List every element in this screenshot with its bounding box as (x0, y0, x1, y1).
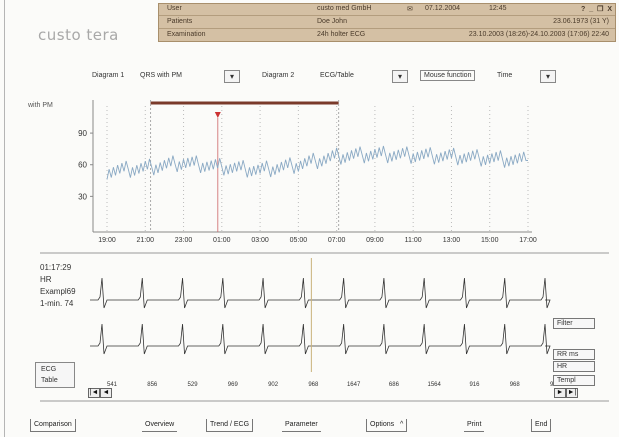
beat-interval-label: 916 (469, 382, 480, 388)
x-tick-label: 05:00 (290, 237, 308, 244)
exam-type: 24h holter ECG (317, 31, 366, 38)
diagram1-select[interactable]: QRS with PM (140, 72, 183, 79)
ecg-example: Exampl69 (40, 287, 76, 296)
exam-label: Examination (167, 31, 206, 38)
x-tick-label: 17:00 (519, 237, 537, 244)
diagram2-label: Diagram 2 (262, 72, 295, 79)
beat-interval-label: 969 (228, 382, 239, 388)
x-tick-label: 03:00 (251, 237, 269, 244)
header-exam-row: Examination 24h holter ECG 23.10.2003 (1… (159, 30, 615, 42)
x-tick-label: 09:00 (366, 237, 384, 244)
beat-interval-label: 968 (510, 382, 521, 388)
x-tick-label: 07:00 (328, 237, 346, 244)
hr-button[interactable]: HR (553, 361, 595, 372)
window-controls[interactable]: ? _ ❐ X (581, 6, 613, 13)
nav-prev-button[interactable]: ◄ (100, 388, 112, 398)
filter-button[interactable]: Filter (553, 318, 595, 329)
bottom-bar: Comparison Overview Trend / ECG Paramete… (0, 419, 619, 433)
patient-name: Doe John (317, 18, 347, 25)
beat-interval-label: 529 (188, 382, 199, 388)
y-tick-label: 30 (78, 192, 87, 201)
x-tick-label: 13:00 (443, 237, 461, 244)
beat-interval-label: 902 (268, 382, 279, 388)
beat-interval-label: 1647 (347, 382, 361, 388)
parameter-button[interactable]: Parameter (282, 419, 321, 432)
ecg-hr-label: HR (40, 275, 52, 284)
ecg-trace-1 (90, 277, 551, 309)
time-dropdown-icon[interactable]: ▾ (540, 70, 556, 83)
time-label: Time (497, 72, 513, 79)
overview-button[interactable]: Overview (142, 419, 178, 432)
diagram1-dropdown-icon[interactable]: ▾ (224, 70, 240, 83)
ecg-trace-2 (90, 323, 551, 355)
user-label: User (167, 5, 182, 12)
envelope-icon[interactable]: ✉ (407, 6, 413, 13)
print-button[interactable]: Print (464, 419, 485, 432)
left-border (4, 0, 5, 437)
end-button[interactable]: End (531, 419, 552, 432)
options-label: Options (370, 421, 395, 428)
mouse-function-button[interactable]: Mouse function (420, 70, 476, 81)
header-panel: User custo med GmbH ✉ 07.12.2004 12:45 ?… (158, 3, 616, 42)
diagram-toolbar: Diagram 1 QRS with PM ▾ Diagram 2 ECG/Ta… (0, 70, 619, 86)
nav-next-button[interactable]: ► (554, 388, 566, 398)
templ-button[interactable]: Templ (553, 375, 595, 386)
ecg-info: 01:17:29 HR Exampl69 1-min. 74 (40, 262, 76, 310)
ecg-table-button[interactable]: ECG Table (35, 362, 75, 388)
beat-interval-label: 968 (308, 382, 319, 388)
x-tick-label: 21:00 (137, 237, 155, 244)
comparison-button[interactable]: Comparison (30, 419, 76, 432)
cursor-marker (214, 112, 221, 118)
x-tick-label: 23:00 (175, 237, 193, 244)
current-time: 12:45 (489, 5, 507, 12)
chart-ylabel: with PM (28, 102, 53, 109)
nav-first-button[interactable]: |◄ (88, 388, 100, 398)
x-tick-label: 11:00 (405, 237, 422, 244)
diagram1-label: Diagram 1 (92, 72, 125, 79)
diagram2-select[interactable]: ECG/Table (320, 72, 354, 79)
current-date: 07.12.2004 (425, 5, 461, 12)
header-patient-row: Patients Doe John 23.06.1973 (31 Y) (159, 17, 615, 29)
options-button[interactable]: Options ^ (366, 419, 408, 432)
y-tick-label: 90 (78, 129, 87, 138)
ecg-time: 01:17:29 (40, 263, 72, 272)
diagram2-dropdown-icon[interactable]: ▾ (392, 70, 408, 83)
rr-ms-button[interactable]: RR ms (553, 349, 595, 360)
trend-ecg-button[interactable]: Trend / ECG (206, 419, 254, 432)
exam-range: 23.10.2003 (18:26)-24.10.2003 (17:06) 22… (468, 31, 609, 38)
x-tick-label: 15:00 (481, 237, 499, 244)
x-tick-label: 19:00 (98, 237, 116, 244)
nav-last-button[interactable]: ►| (566, 388, 578, 398)
patient-label: Patients (167, 18, 193, 25)
user-value: custo med GmbH (317, 5, 372, 12)
x-tick-label: 01:00 (213, 237, 231, 244)
app-logo: custo tera (38, 26, 119, 44)
patient-birth: 23.06.1973 (31 Y) (553, 18, 609, 25)
beat-interval-label: 1564 (428, 382, 442, 388)
ecg-rate: 1-min. 74 (40, 299, 74, 308)
hr-series-line (106, 145, 529, 180)
beat-interval-label: 856 (147, 382, 158, 388)
y-tick-label: 60 (78, 161, 87, 170)
beat-interval-label: 686 (389, 382, 400, 388)
header-user-row: User custo med GmbH ✉ 07.12.2004 12:45 ?… (159, 4, 615, 16)
